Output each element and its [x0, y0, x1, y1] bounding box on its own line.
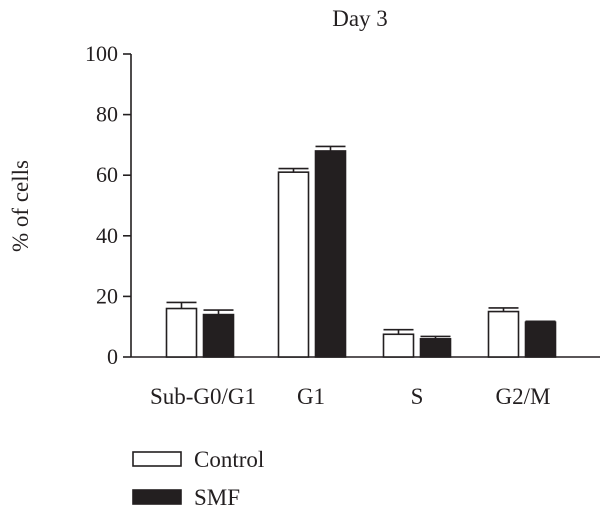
y-tick-label: 20 [96, 283, 118, 308]
y-tick-label: 100 [85, 41, 118, 66]
y-tick-label: 0 [107, 344, 118, 369]
legend-label-smf: SMF [194, 485, 240, 510]
bar-control [165, 307, 198, 358]
bar-smf [419, 338, 452, 358]
bar-control [487, 310, 520, 358]
y-axis-label: % of cells [8, 160, 33, 252]
y-tick-label: 80 [96, 102, 118, 127]
legend-swatch-smf [132, 489, 182, 505]
x-tick-label: G1 [297, 384, 325, 409]
bar-control [277, 171, 310, 358]
y-tick-label: 40 [96, 223, 118, 248]
legend-swatch-control [132, 451, 182, 467]
chart-title: Day 3 [332, 6, 388, 31]
x-tick-label: Sub-G0/G1 [150, 384, 256, 409]
legend: Control SMF [132, 447, 264, 510]
bar-smf [314, 150, 347, 358]
x-tick-label: G2/M [496, 384, 551, 409]
bar-smf [202, 313, 235, 358]
y-tick-label: 60 [96, 162, 118, 187]
y-ticks: 0 20 40 60 80 100 [85, 41, 131, 369]
legend-label-control: Control [194, 447, 264, 472]
bar-smf [524, 321, 557, 358]
x-tick-label: S [411, 384, 424, 409]
bar-control [382, 333, 415, 358]
bars [165, 145, 557, 358]
x-tick-labels: Sub-G0/G1 G1 S G2/M [150, 384, 551, 409]
